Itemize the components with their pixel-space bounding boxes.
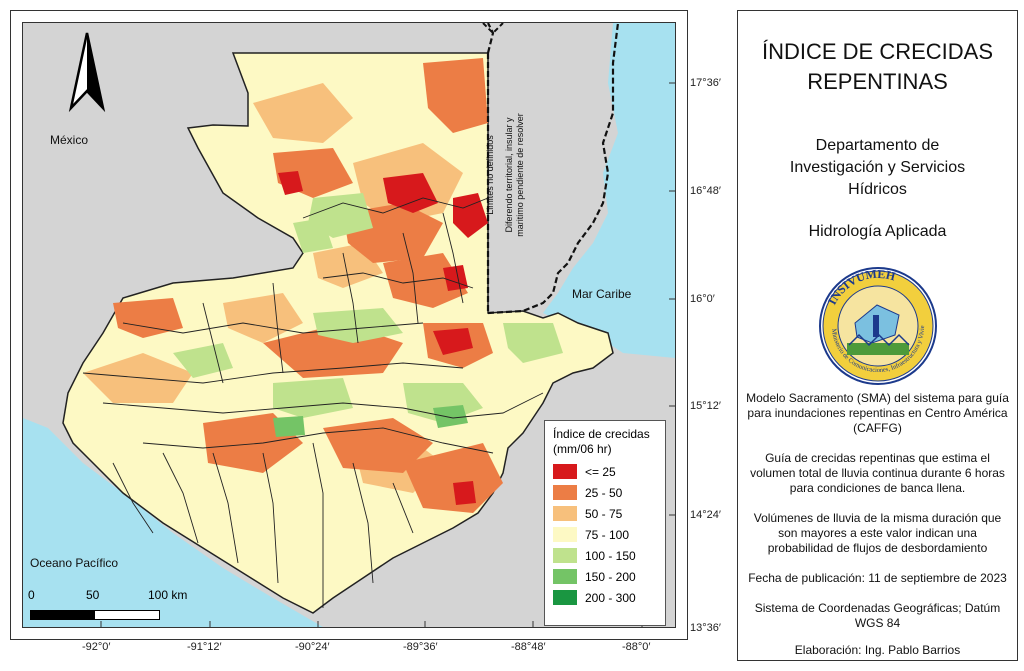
label-oceano-pacifico: Oceano Pacífico — [30, 556, 119, 570]
legend-label: 100 - 150 — [585, 548, 636, 563]
main-title-line2: REPENTINAS — [807, 69, 948, 94]
legend-item: 25 - 50 — [553, 482, 657, 503]
label-mar-caribe: Mar Caribe — [572, 287, 632, 301]
belize-north-dashed — [482, 23, 504, 35]
department: Departamento de Investigación y Servicio… — [738, 135, 1017, 201]
legend-item: 200 - 300 — [553, 587, 657, 608]
scale-label-zero: 0 — [28, 588, 35, 602]
legend-label: 75 - 100 — [585, 527, 630, 542]
dept-line: Investigación y Servicios — [789, 159, 966, 176]
lon-label: -91°12′ — [187, 641, 222, 653]
legend-label: 50 - 75 — [585, 506, 623, 521]
legend-item: 50 - 75 — [553, 503, 657, 524]
legend-item: 100 - 150 — [553, 545, 657, 566]
guide-line: volumen total de lluvia continua durante… — [750, 466, 1005, 480]
lat-label: 14°24′ — [690, 509, 721, 521]
subtitle: Hidrología Aplicada — [808, 223, 947, 240]
lat-label: 15°12′ — [690, 400, 721, 412]
legend-item: 150 - 200 — [553, 566, 657, 587]
basin-boundaries — [82, 197, 544, 608]
legend-swatch — [553, 569, 577, 584]
lat-label: 17°36′ — [690, 77, 721, 89]
legend-label: 150 - 200 — [585, 569, 636, 584]
vol-line: Volúmenes de lluvia de la misma duración… — [753, 511, 1002, 525]
author: Elaboración: Ing. Pablo Barrios — [794, 643, 961, 657]
legend-swatch — [553, 527, 577, 542]
scale-segment-white — [94, 610, 160, 620]
belize-coast-dashed — [487, 23, 620, 315]
model-description: Modelo Sacramento (SMA) del sistema para… — [744, 391, 1011, 436]
lon-label: -90°24′ — [295, 641, 330, 653]
label-mexico: México — [50, 133, 89, 147]
lat-label: 13°36′ — [690, 622, 721, 634]
legend-label: <= 25 — [585, 464, 616, 479]
legend-unit: (mm/06 hr) — [553, 442, 612, 456]
coordinate-system: Sistema de Coordenadas Geográficas; Datú… — [744, 601, 1011, 631]
legend-swatch — [553, 506, 577, 521]
vol-line: son mayores a este valor indican una — [778, 526, 977, 540]
guide-line: para condiciones de banca llena. — [789, 481, 966, 495]
model-line: Modelo Sacramento (SMA) del sistema para… — [746, 391, 1009, 405]
caribbean-sea — [543, 23, 675, 358]
legend-swatch — [553, 485, 577, 500]
scale-label-mid: 50 — [86, 588, 100, 602]
legend-label: 200 - 300 — [585, 590, 636, 605]
guide-description: Guía de crecidas repentinas que estima e… — [744, 451, 1011, 496]
label-limites: Limites no definidos — [485, 135, 495, 215]
belize-border-dashed — [486, 23, 495, 313]
dept-line: Departamento de — [815, 137, 940, 154]
scale-label-end: 100 km — [148, 588, 188, 602]
legend-label: 25 - 50 — [585, 485, 623, 500]
label-diferendo: Diferendo territorial, insular y — [504, 117, 514, 233]
legend: Índice de crecidas (mm/06 hr) <= 25 25 - … — [544, 420, 666, 626]
vol-line: probabilidad de flujos de desbordamiento — [767, 541, 988, 555]
coords-line: Sistema de Coordenadas Geográficas; Datú… — [754, 601, 1001, 615]
coords-line: WGS 84 — [854, 616, 901, 630]
legend-item: 75 - 100 — [553, 524, 657, 545]
model-line: para inundaciones repentinas en Centro A… — [747, 406, 1008, 420]
disputed-territory-note: Limites no definidos Diferendo territori… — [485, 95, 535, 255]
guide-line: Guía de crecidas repentinas que estima e… — [765, 451, 990, 465]
legend-swatch — [553, 464, 577, 479]
flood-index-patches — [83, 58, 563, 513]
legend-item: <= 25 — [553, 461, 657, 482]
publication-date: Fecha de publicación: 11 de septiembre d… — [748, 571, 1007, 585]
grid-ticks — [100, 82, 675, 627]
lon-label: -89°36′ — [403, 641, 438, 653]
legend-swatch — [553, 590, 577, 605]
lon-label: -92°0′ — [82, 641, 111, 653]
lon-label: -88°0′ — [622, 641, 651, 653]
legend-swatch — [553, 548, 577, 563]
lat-label: 16°48′ — [690, 185, 721, 197]
north-arrow-icon — [68, 32, 106, 113]
legend-title: Índice de crecidas — [553, 427, 650, 441]
volume-description: Volúmenes de lluvia de la misma duración… — [744, 511, 1011, 556]
info-panel: ÍNDICE DE CRECIDAS REPENTINAS Departamen… — [737, 10, 1018, 661]
main-title: ÍNDICE DE CRECIDAS REPENTINAS — [738, 37, 1017, 97]
scale-segment-black — [30, 610, 96, 620]
lat-label: 16°0′ — [690, 293, 715, 305]
lon-label: -88°48′ — [511, 641, 546, 653]
main-title-line1: ÍNDICE DE CRECIDAS — [761, 39, 994, 64]
dept-line: Hídricos — [848, 181, 907, 198]
pacific-ocean — [23, 418, 323, 627]
model-line: (CAFFG) — [853, 421, 902, 435]
insivumeh-logo-icon: INSIVUMEH Ministerio de Comunicaciones, … — [817, 265, 937, 385]
label-maritimo: maritimo pendiente de resolver — [515, 113, 525, 237]
